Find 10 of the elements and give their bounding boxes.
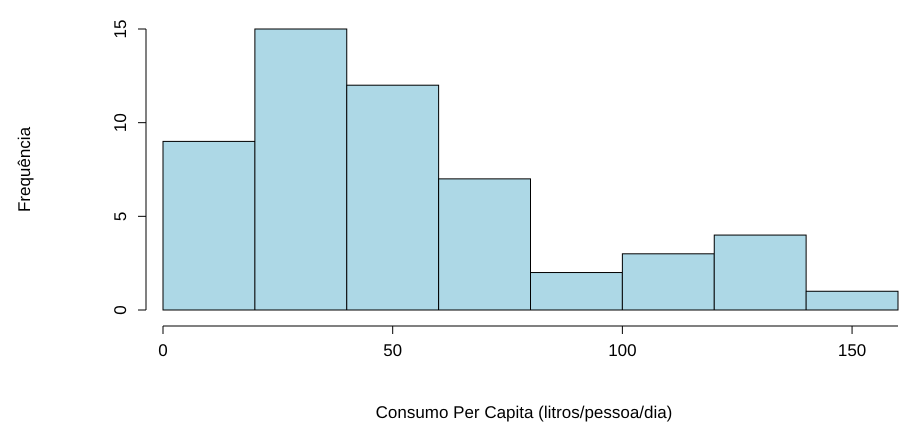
x-tick-label: 150 [838, 341, 866, 360]
x-tick-label: 100 [608, 341, 637, 360]
y-tick-label: 10 [111, 113, 130, 132]
x-axis-title: Consumo Per Capita (litros/pessoa/dia) [376, 403, 672, 422]
x-tick-label: 50 [383, 341, 402, 360]
y-axis-title: Frequência [15, 126, 34, 212]
y-tick-label: 5 [111, 212, 130, 222]
y-tick-label: 0 [111, 305, 130, 315]
x-tick-label: 0 [158, 341, 168, 360]
y-tick-label: 15 [111, 20, 130, 38]
